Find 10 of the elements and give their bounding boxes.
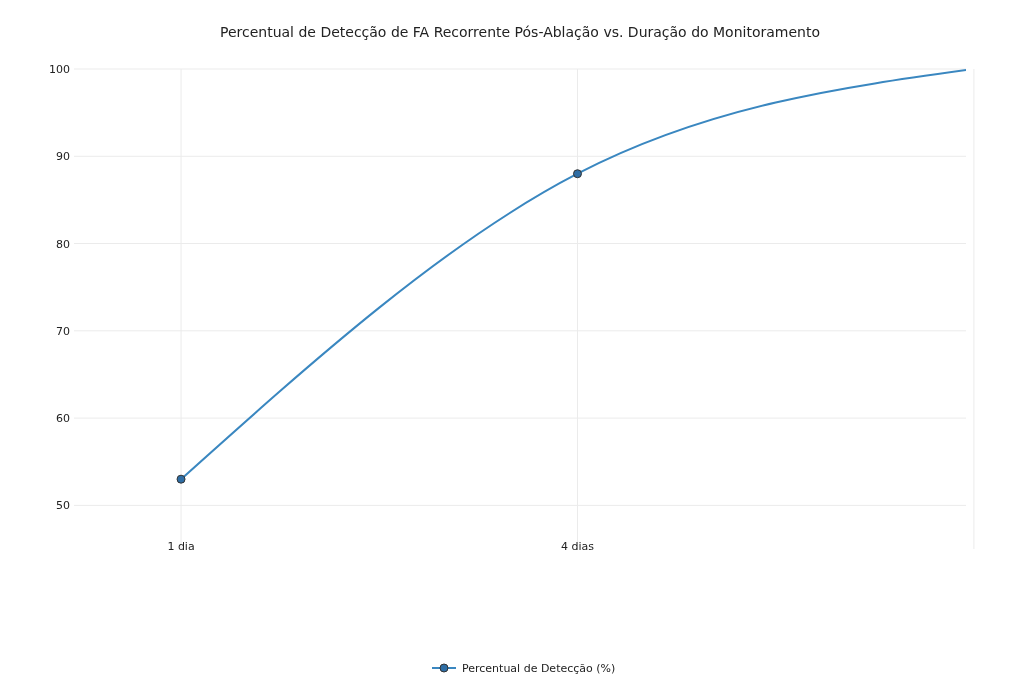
x-tick-label: 4 dias <box>560 540 595 553</box>
y-tick-label: 100 <box>49 63 70 76</box>
y-tick-label: 50 <box>56 499 70 513</box>
y-tick-label: 90 <box>56 150 70 164</box>
legend-label: Percentual de Detecção (%) <box>462 662 616 675</box>
y-tick-label: 60 <box>56 412 70 426</box>
x-tick-label: 1 dia <box>167 540 195 553</box>
y-tick-label: 80 <box>56 237 70 251</box>
chart-title: Percentual de Detecção de FA Recorrente Pós-Ablação vs. Duração do Monitoramento <box>219 24 821 40</box>
y-tick-label: 70 <box>56 324 70 338</box>
